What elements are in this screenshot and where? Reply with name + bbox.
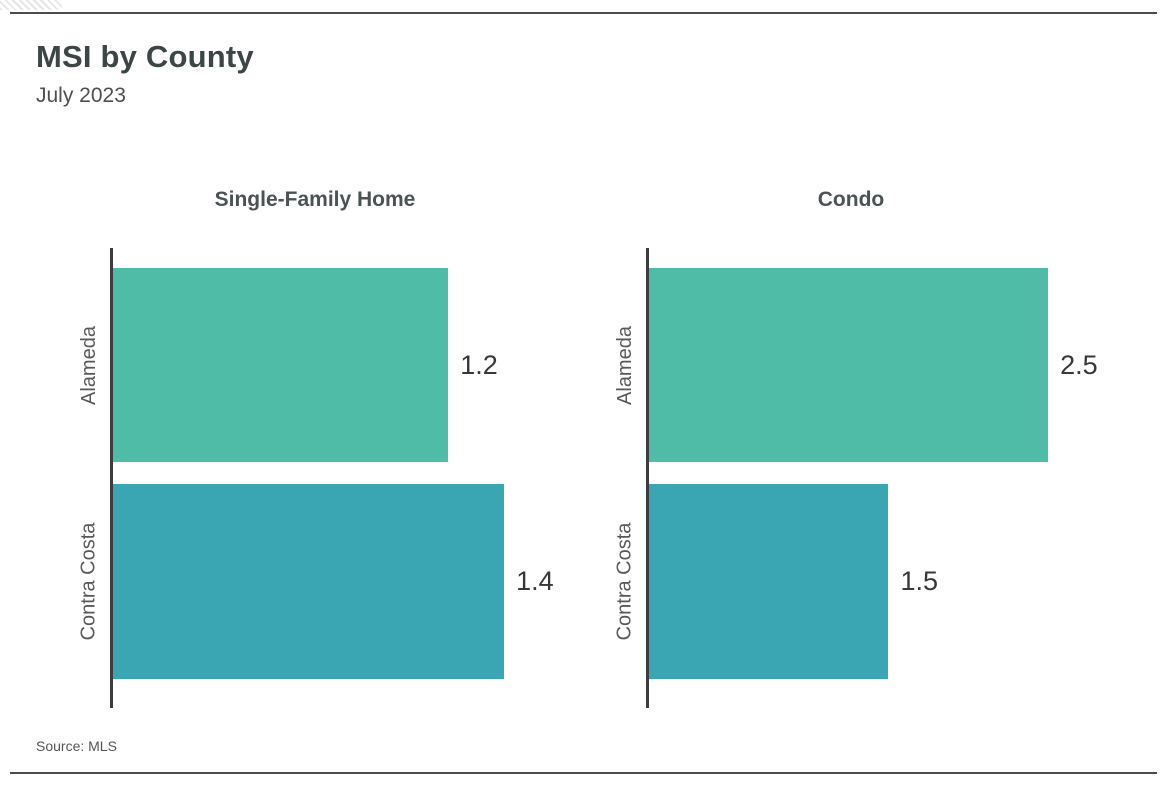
category-label-contra-costa: Contra Costa xyxy=(77,522,100,641)
category-label-alameda: Alameda xyxy=(77,325,100,405)
plot-area: Alameda 2.5 Contra Costa 1.5 xyxy=(606,248,1098,708)
category-label-box-alameda: Alameda xyxy=(606,268,644,462)
page-title: MSI by County xyxy=(36,39,254,74)
bar-alameda xyxy=(649,268,1049,462)
bar-value-label-alameda: 1.2 xyxy=(460,349,498,380)
category-label-alameda: Alameda xyxy=(613,325,636,405)
y-axis-line xyxy=(646,248,649,708)
category-label-contra-costa: Contra Costa xyxy=(613,522,636,641)
chart-panel-title: Condo xyxy=(817,188,885,211)
category-label-box-contra-costa: Contra Costa xyxy=(70,484,108,679)
chart-panel-condo: Condo Alameda 2.5 Contra Costa 1.5 xyxy=(606,188,1098,708)
bottom-divider xyxy=(10,772,1157,774)
bar-row-contra-costa: 1.4 xyxy=(113,484,560,679)
bar-row-alameda: 2.5 xyxy=(649,268,1098,462)
chart-panel-single-family-home: Single-Family Home Alameda 1.2 Contra Cost… xyxy=(70,188,560,708)
source-note: Source: MLS xyxy=(36,738,117,754)
bar-row-contra-costa: 1.5 xyxy=(649,484,1096,679)
bar-contra-costa xyxy=(113,484,505,679)
bar-value-label-contra-costa: 1.4 xyxy=(516,566,554,596)
bar-value-label-alameda: 2.5 xyxy=(1060,349,1098,380)
plot-area: Alameda 1.2 Contra Costa 1.4 xyxy=(70,248,560,708)
category-label-box-contra-costa: Contra Costa xyxy=(606,484,644,679)
bar-row-alameda: 1.2 xyxy=(113,268,560,462)
bar-contra-costa xyxy=(649,484,889,679)
chart-panel-title: Single-Family Home xyxy=(214,188,416,211)
corner-artifact xyxy=(0,0,62,10)
category-label-box-alameda: Alameda xyxy=(70,268,108,462)
bar-value-label-contra-costa: 1.5 xyxy=(900,566,938,596)
y-axis-line xyxy=(110,248,113,708)
charts-area: Single-Family Home Alameda 1.2 Contra Cost… xyxy=(70,188,1098,708)
top-divider xyxy=(10,12,1157,14)
bar-alameda xyxy=(113,268,449,462)
page-subtitle: July 2023 xyxy=(36,84,126,107)
